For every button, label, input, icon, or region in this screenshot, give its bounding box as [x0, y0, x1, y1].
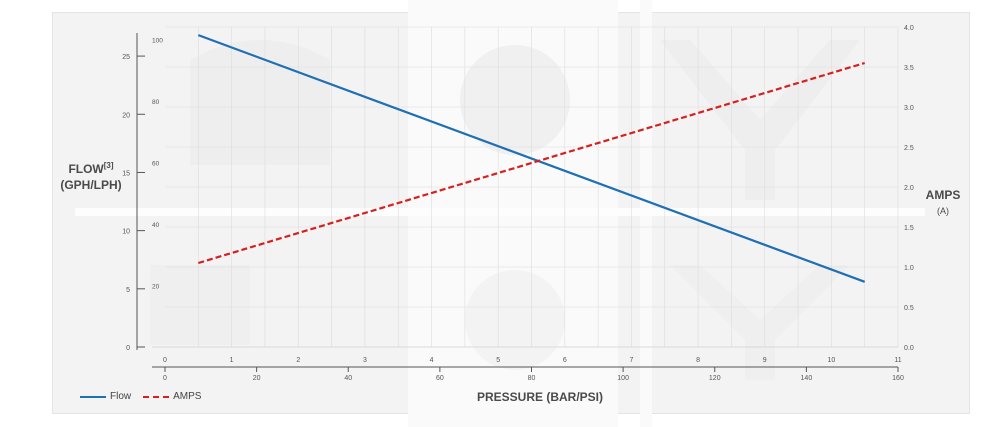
- y-left-tick-label-lph: 40: [152, 222, 160, 229]
- y-left-tick-label-gph: 10: [122, 229, 130, 236]
- x-tick-label-bar: 2: [296, 357, 300, 364]
- x-tick-label-psi: 0: [163, 375, 167, 382]
- y-right-tick-label: 3.0: [904, 105, 914, 112]
- x-tick-label-bar: 0: [163, 357, 167, 364]
- y-right-tick-label: 1.0: [904, 265, 914, 272]
- y-right-tick-label: 0.0: [904, 345, 914, 352]
- x-tick-label-psi: 40: [344, 375, 352, 382]
- y-left-tick-label-gph: 20: [122, 112, 130, 119]
- watermark-letter-a2: [465, 270, 565, 370]
- x-tick-label-bar: 8: [696, 357, 700, 364]
- x-tick-label-psi: 120: [709, 375, 721, 382]
- legend: Flow AMPS: [80, 391, 201, 402]
- y-left-title-superscript: [3]: [103, 161, 114, 170]
- y-left-tick-label-lph: 80: [152, 99, 160, 106]
- x-tick-label-psi: 160: [892, 375, 904, 382]
- y-right-tick-label: 2.5: [904, 145, 914, 152]
- x-tick-label-bar: 3: [363, 357, 367, 364]
- y-right-title-text: AMPS: [925, 188, 961, 202]
- x-tick-label-bar: 1: [230, 357, 234, 364]
- watermark-letter-u: [150, 265, 250, 345]
- x-tick-label-bar: 5: [496, 357, 500, 364]
- watermark-letter-a: [460, 45, 570, 155]
- x-tick-label-psi: 20: [253, 375, 261, 382]
- x-tick-label-bar: 7: [630, 357, 634, 364]
- x-tick-label-psi: 100: [617, 375, 629, 382]
- watermark-letter-y: [660, 40, 860, 200]
- series-lines: [197, 34, 866, 283]
- x-tick-label-bar: 11: [894, 357, 901, 364]
- y-left-tick-label-lph: 60: [152, 161, 160, 168]
- grid-lines: [165, 26, 899, 347]
- watermark-letter-y2: [670, 265, 850, 380]
- legend-label-amps: AMPS: [173, 391, 202, 402]
- y-right-unit: (A): [937, 206, 949, 216]
- series-line-amps: [198, 61, 865, 265]
- legend-swatch-amps: [143, 395, 170, 398]
- x-tick-label-bar: 9: [763, 357, 767, 364]
- y-left-tick-label-lph: 20: [152, 284, 160, 291]
- y-right-tick-label: 0.5: [904, 305, 914, 312]
- x-axis-title: PRESSURE (BAR/PSI): [476, 390, 604, 404]
- x-tick-label-psi: 60: [436, 375, 444, 382]
- legend-label-flow: Flow: [110, 391, 132, 402]
- y-right-tick-label: 2.0: [904, 185, 914, 192]
- series-line-flow: [197, 34, 866, 283]
- watermark-logo: [75, 0, 925, 427]
- y-left-unit: (GPH/LPH): [60, 178, 122, 192]
- x-tick-label-bar: 4: [430, 357, 434, 364]
- watermark-bar: [75, 208, 925, 216]
- x-tick-label-bar: 10: [827, 357, 835, 364]
- y-right-axis-title: AMPS (A): [918, 188, 968, 219]
- y-left-tick-label-gph: 25: [122, 54, 130, 61]
- y-left-tick-label-gph: 0: [126, 345, 130, 352]
- y-left-axis-title: FLOW[3] (GPH/LPH): [58, 158, 124, 193]
- y-right-tick-label: 3.5: [904, 65, 914, 72]
- tick-labels: 0510152025204060801000.00.51.01.52.02.53…: [122, 25, 914, 382]
- y-right-tick-label: 1.5: [904, 225, 914, 232]
- y-right-tick-label: 4.0: [904, 25, 914, 32]
- y-left-tick-label-lph: 100: [152, 38, 163, 45]
- x-tick-label-bar: 6: [563, 357, 567, 364]
- y-left-tick-label-gph: 15: [122, 170, 130, 177]
- axes: [136, 33, 898, 368]
- y-left-title-text: FLOW: [68, 162, 104, 176]
- x-tick-label-psi: 140: [801, 375, 813, 382]
- y-left-tick-label-gph: 5: [126, 287, 130, 294]
- legend-swatch-flow: [80, 395, 106, 398]
- x-tick-label-psi: 80: [528, 375, 536, 382]
